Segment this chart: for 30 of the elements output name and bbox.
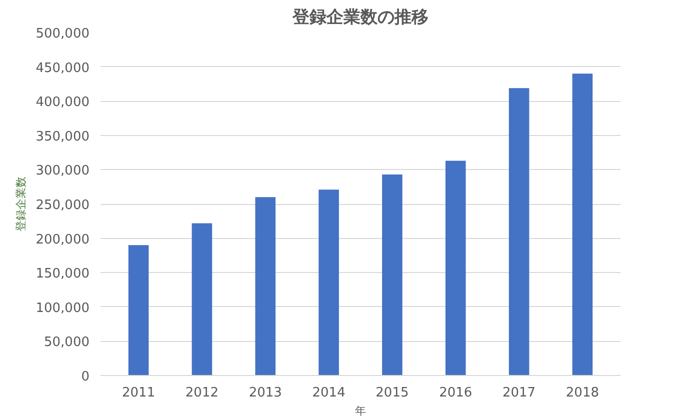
y-tick-label: 100,000 bbox=[36, 300, 90, 316]
bar bbox=[192, 223, 212, 376]
x-tick-label: 2018 bbox=[566, 386, 600, 400]
x-axis-title: 年 bbox=[355, 404, 366, 418]
y-tick-label: 150,000 bbox=[36, 266, 90, 282]
y-tick-label: 200,000 bbox=[36, 232, 90, 248]
y-tick-label: 50,000 bbox=[44, 335, 90, 350]
x-tick-label: 2014 bbox=[312, 386, 346, 400]
bar bbox=[445, 160, 466, 376]
bar bbox=[318, 190, 339, 376]
x-tick-label: 2017 bbox=[502, 386, 536, 400]
y-axis-title: 登録企業数 bbox=[14, 176, 28, 232]
x-tick-label: 2016 bbox=[439, 386, 472, 400]
bar bbox=[382, 174, 402, 376]
bar bbox=[572, 74, 593, 376]
x-tick-label: 2015 bbox=[376, 386, 409, 400]
y-tick-label: 400,000 bbox=[36, 95, 90, 110]
chart-title: 登録企業数の推移 bbox=[292, 8, 428, 28]
x-tick-label: 2012 bbox=[185, 386, 219, 400]
x-tick-label: 2013 bbox=[248, 386, 282, 400]
bar bbox=[255, 197, 276, 376]
bar bbox=[508, 88, 530, 376]
y-tick-label: 0 bbox=[81, 370, 90, 384]
y-tick-label: 500,000 bbox=[36, 26, 90, 42]
y-tick-label: 300,000 bbox=[36, 164, 90, 179]
x-tick-label: 2011 bbox=[122, 386, 156, 400]
bar bbox=[128, 245, 149, 376]
y-tick-label: 250,000 bbox=[36, 198, 90, 213]
y-tick-label: 350,000 bbox=[36, 129, 90, 144]
y-tick-label: 450,000 bbox=[36, 60, 90, 76]
